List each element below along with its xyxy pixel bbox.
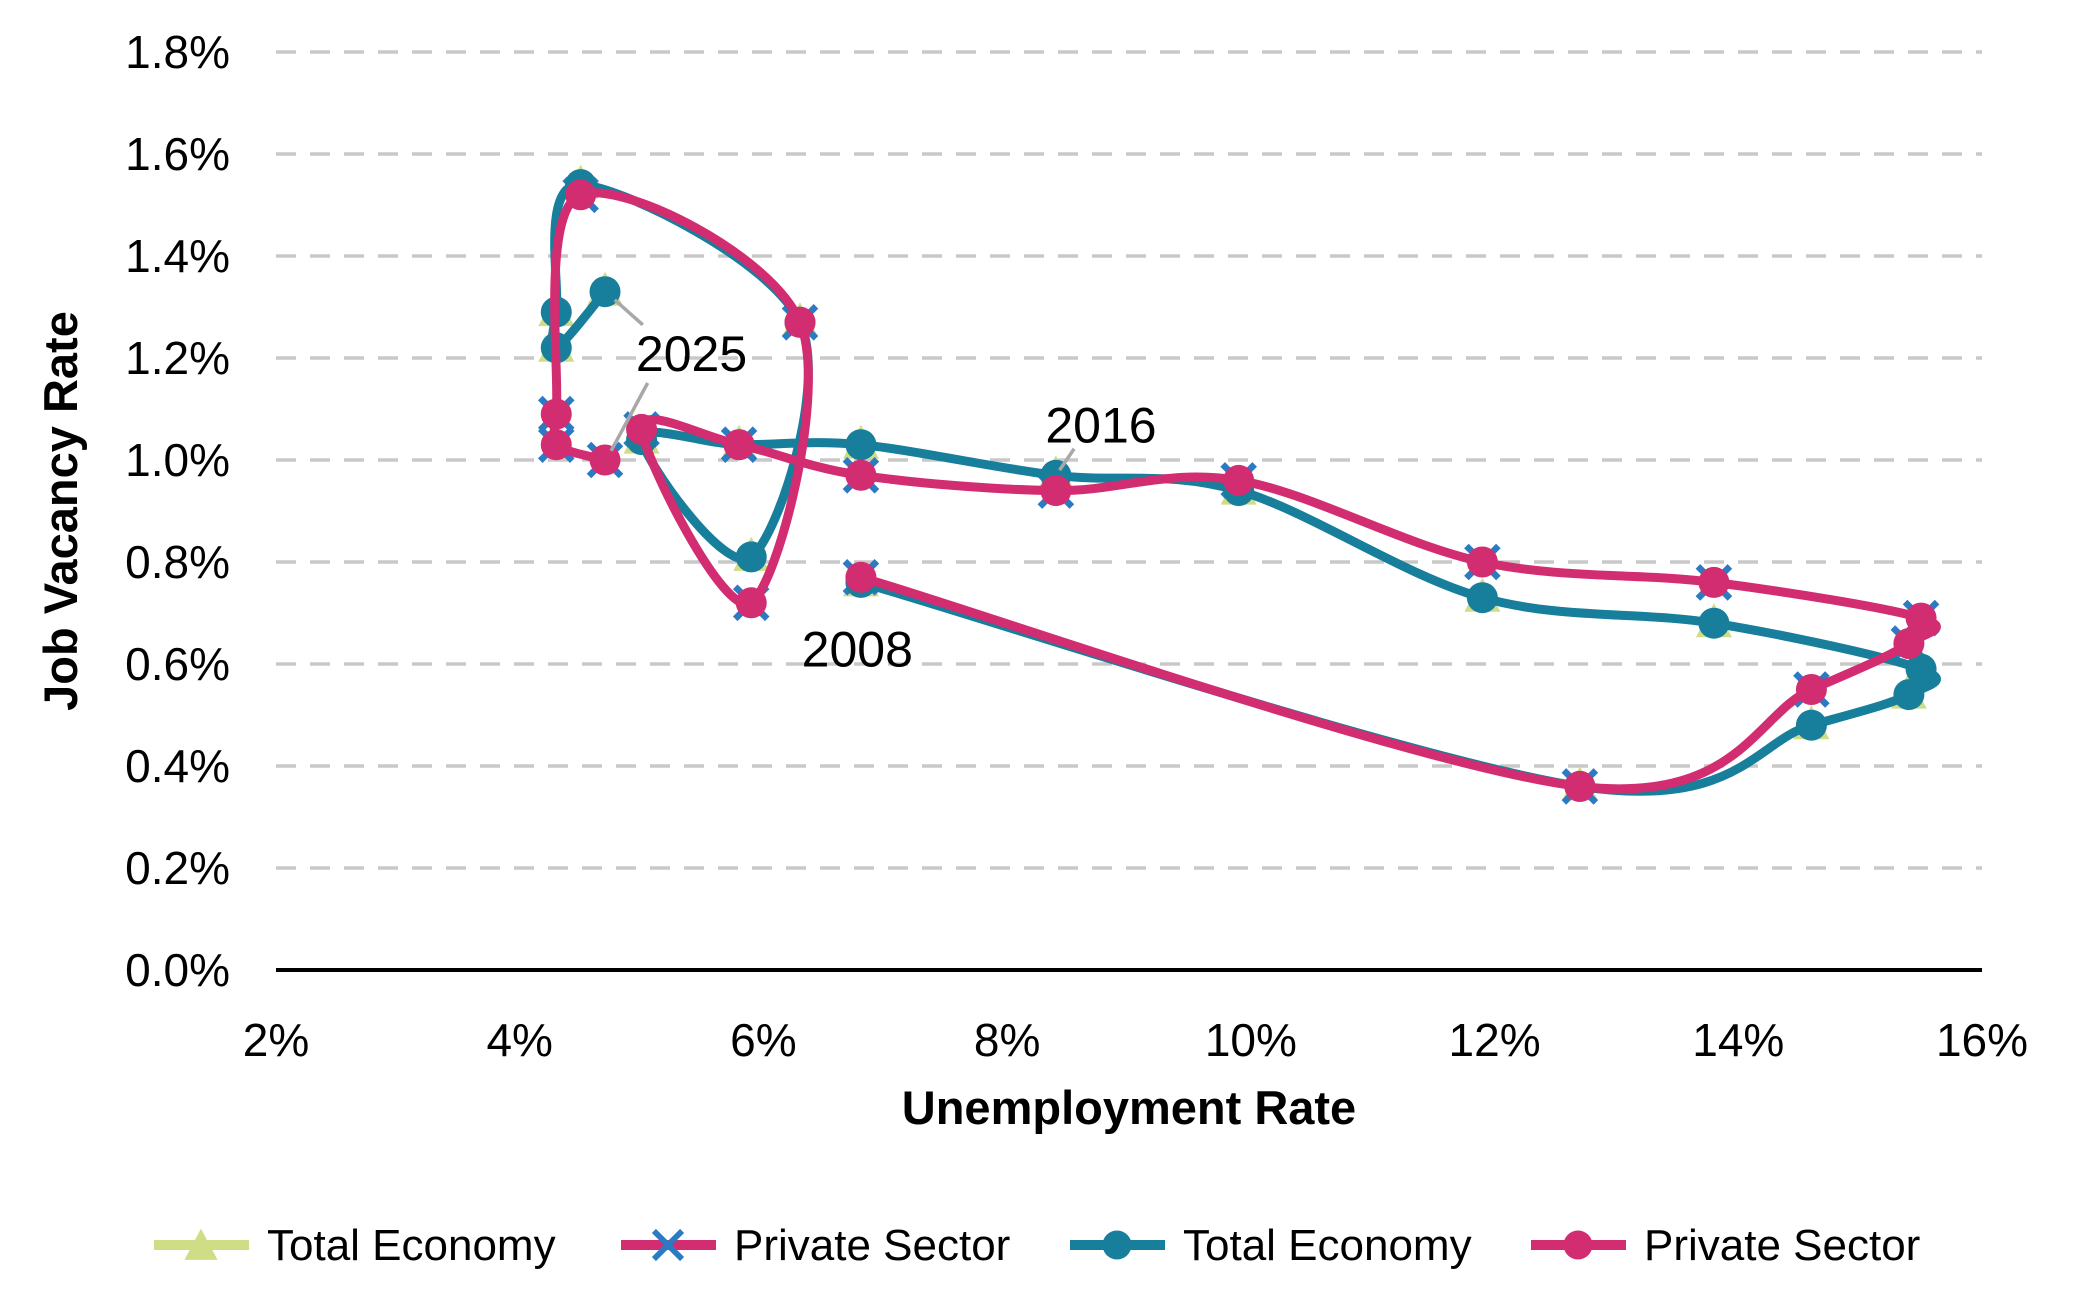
data-point-marker [1698, 607, 1730, 639]
annotation-leader-line [613, 298, 644, 327]
data-point-marker [1795, 674, 1827, 705]
legend-circle-marker [1102, 1230, 1132, 1260]
x-marker-stroke [651, 1228, 685, 1262]
legend-label: Private Sector [1644, 1221, 1920, 1270]
y-tick-label: 0.6% [125, 638, 230, 690]
data-point-marker [1040, 475, 1072, 507]
data-point-marker [1893, 679, 1925, 711]
data-point-marker [784, 306, 816, 338]
annotation-2016: 2016 [1045, 397, 1156, 453]
data-point-marker [845, 561, 877, 593]
legend-label: Private Sector [734, 1221, 1010, 1270]
y-tick-label: 1.0% [125, 434, 230, 486]
legend-item-2 [621, 1228, 716, 1262]
y-tick-label: 0.8% [125, 536, 230, 588]
x-tick-label: 6% [730, 1014, 796, 1066]
data-point-marker [1223, 464, 1255, 496]
y-tick-label: 0.0% [125, 944, 230, 996]
x-marker [651, 1228, 685, 1262]
legend-label: Total Economy [267, 1221, 556, 1270]
data-point-marker [1795, 709, 1827, 741]
legend-label: Total Economy [1183, 1221, 1472, 1270]
annotation-2025: 2025 [636, 326, 747, 382]
data-point-marker [1466, 546, 1498, 578]
legend-circle-marker [1563, 1230, 1593, 1260]
triangle-marker [184, 1228, 218, 1260]
data-point-marker [1698, 566, 1730, 598]
y-axis-title: Job Vacancy Rate [34, 311, 87, 711]
data-point-marker [1905, 602, 1937, 634]
data-point-marker [589, 276, 621, 308]
data-point-marker [626, 413, 658, 445]
x-tick-label: 8% [974, 1014, 1040, 1066]
data-point-marker [540, 398, 572, 430]
legend-item-4 [1531, 1230, 1626, 1260]
y-tick-label: 1.6% [125, 128, 230, 180]
data-point-marker [845, 429, 877, 461]
y-tick-label: 0.2% [125, 842, 230, 894]
data-point-marker [1564, 770, 1596, 802]
legend-item-1 [154, 1228, 249, 1260]
x-tick-label: 12% [1449, 1014, 1541, 1066]
data-point-marker [735, 541, 767, 573]
data-point-marker [589, 444, 621, 476]
legend-item-3 [1070, 1230, 1165, 1260]
data-point-marker [845, 459, 877, 491]
x-tick-label: 2% [243, 1014, 309, 1066]
x-tick-label: 10% [1205, 1014, 1297, 1066]
annotation-leader-line [609, 382, 650, 452]
series-markers-private-sector [540, 179, 1937, 802]
data-point-marker [723, 429, 755, 461]
x-axis-title: Unemployment Rate [902, 1081, 1356, 1134]
x-tick-label: 4% [486, 1014, 552, 1066]
y-tick-label: 0.4% [125, 740, 230, 792]
data-point-marker [565, 179, 597, 211]
data-point-marker [1905, 653, 1937, 685]
data-point-marker [1466, 582, 1498, 614]
x-tick-label: 16% [1936, 1014, 2028, 1066]
data-point-marker [735, 587, 767, 619]
y-tick-label: 1.4% [125, 230, 230, 282]
data-point-marker [1893, 628, 1925, 660]
x-tick-label: 14% [1692, 1014, 1784, 1066]
y-tick-label: 1.2% [125, 332, 230, 384]
annotation-2008: 2008 [802, 622, 913, 678]
annotation-leader-line [1058, 447, 1076, 472]
data-point-marker [540, 429, 572, 461]
y-tick-label: 1.8% [125, 26, 230, 78]
